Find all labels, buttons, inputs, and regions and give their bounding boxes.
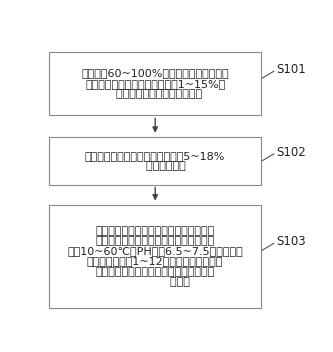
Text: 述引发剂溶液和所述吸附树脂混合，在温: 述引发剂溶液和所述吸附树脂混合，在温 bbox=[96, 236, 215, 246]
Bar bbox=[49, 52, 261, 115]
Text: 丙烯酸酯基双季铵盐的中性大孔血液净化: 丙烯酸酯基双季铵盐的中性大孔血液净化 bbox=[96, 267, 215, 277]
Text: 的引发剂溶液: 的引发剂溶液 bbox=[125, 161, 185, 171]
Text: 甲基丙烯酸酯基双季铵盐溶液: 甲基丙烯酸酯基双季铵盐溶液 bbox=[109, 89, 202, 99]
Text: 度为10~60℃，PH值为6.5~7.5的反应条件: 度为10~60℃，PH值为6.5~7.5的反应条件 bbox=[67, 246, 243, 256]
Text: S103: S103 bbox=[276, 235, 306, 248]
Text: 将所述甲基丙烯酸酯基双季铵盐溶液、所: 将所述甲基丙烯酸酯基双季铵盐溶液、所 bbox=[96, 226, 215, 235]
Text: 吸附剂: 吸附剂 bbox=[121, 277, 189, 287]
Bar bbox=[49, 205, 261, 308]
Text: S102: S102 bbox=[276, 145, 306, 158]
Text: 烯酸酯基双季铵盐，得到浓度为1~15%的: 烯酸酯基双季铵盐，得到浓度为1~15%的 bbox=[85, 78, 225, 89]
Text: S101: S101 bbox=[276, 63, 306, 76]
Text: 下混合搅拌反应1~12小时，得到接枝甲基: 下混合搅拌反应1~12小时，得到接枝甲基 bbox=[87, 257, 223, 266]
Bar bbox=[49, 137, 261, 184]
Text: 用纯化水溶解引发剂，得到浓度为5~18%: 用纯化水溶解引发剂，得到浓度为5~18% bbox=[85, 151, 225, 161]
Text: 用浓度为60~100%的酒精溶解所述甲基丙: 用浓度为60~100%的酒精溶解所述甲基丙 bbox=[81, 68, 229, 78]
